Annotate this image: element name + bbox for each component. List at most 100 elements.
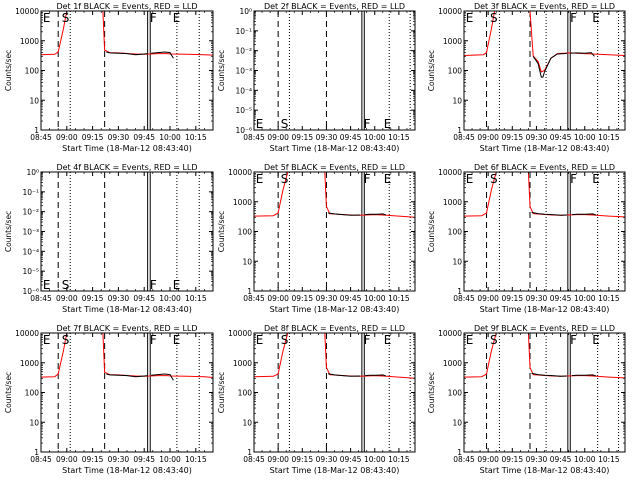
event-marker-label: S	[281, 117, 289, 131]
x-tick-label: 09:00	[267, 455, 289, 464]
y-tick-label: 1	[457, 287, 462, 296]
x-tick-label: 10:00	[364, 133, 386, 142]
events-series-line	[571, 374, 597, 377]
events-series-line	[531, 211, 568, 216]
event-marker-label: S	[62, 278, 70, 292]
event-marker-label: S	[281, 172, 289, 186]
y-tick-label: 100	[448, 389, 463, 398]
event-marker-label: E	[173, 278, 181, 292]
x-axis-label: Start Time (18-Mar-12 08:43:40)	[480, 144, 610, 153]
x-tick-label: 10:15	[185, 455, 207, 464]
y-tick-label: 10000	[438, 7, 462, 16]
x-tick-label: 09:15	[501, 294, 523, 303]
event-marker-label: E	[592, 172, 600, 186]
x-tick-label: 10:00	[159, 455, 181, 464]
y-tick-label: 1	[457, 126, 462, 135]
y-tick-label: 1	[457, 448, 462, 457]
x-tick-label: 09:15	[82, 455, 104, 464]
y-tick-label: 10	[29, 96, 39, 105]
y-tick-label: 10	[452, 96, 462, 105]
y-tick-label: 100	[25, 389, 40, 398]
panel-title: Det 2f BLACK = Events, RED = LLD	[264, 2, 405, 11]
reference-lines	[486, 333, 620, 452]
x-tick-label: 09:15	[291, 294, 313, 303]
y-axis-label: Counts/sec	[217, 50, 226, 91]
events-series-line	[531, 372, 568, 377]
y-tick-label: 10⁻¹	[235, 27, 252, 36]
x-tick-label: 09:15	[291, 455, 313, 464]
event-marker-label: E	[173, 333, 181, 347]
x-tick-label: 09:30	[316, 133, 338, 142]
event-marker-label: E	[592, 11, 600, 25]
event-marker-label: F	[364, 172, 371, 186]
y-tick-label: 10000	[228, 329, 252, 338]
x-tick-label: 09:15	[501, 133, 523, 142]
y-tick-label: 10	[452, 257, 462, 266]
y-tick-label: 10000	[15, 7, 39, 16]
y-tick-label: 1000	[20, 37, 39, 46]
y-tick-label: 10⁻³	[22, 228, 39, 237]
y-tick-label: 1000	[443, 198, 462, 207]
panel-title: Det 7f BLACK = Events, RED = LLD	[56, 324, 197, 333]
panel-title: Det 5f BLACK = Events, RED = LLD	[264, 163, 405, 172]
x-tick-label: 09:15	[501, 455, 523, 464]
x-tick-label: 10:00	[574, 294, 596, 303]
panel-title: Det 8f BLACK = Events, RED = LLD	[264, 324, 405, 333]
event-marker-label: E	[384, 172, 392, 186]
x-tick-label: 08:45	[453, 455, 475, 464]
x-tick-label: 10:15	[598, 455, 620, 464]
reference-lines	[277, 172, 411, 291]
x-tick-label: 09:45	[550, 133, 572, 142]
x-tick-label: 08:45	[243, 455, 265, 464]
x-tick-label: 09:30	[316, 455, 338, 464]
y-tick-label: 100	[448, 228, 463, 237]
x-tick-label: 09:30	[526, 294, 548, 303]
x-tick-label: 10:00	[574, 133, 596, 142]
x-axis-label: Start Time (18-Mar-12 08:43:40)	[480, 305, 610, 314]
y-tick-label: 10	[242, 418, 252, 427]
event-marker-label: E	[466, 172, 474, 186]
y-tick-label: 100	[238, 228, 253, 237]
event-marker-label: E	[256, 172, 264, 186]
reference-lines	[57, 333, 200, 452]
event-marker-label: E	[43, 333, 51, 347]
panel-title: Det 4f BLACK = Events, RED = LLD	[56, 163, 197, 172]
event-marker-label: E	[43, 11, 51, 25]
event-marker-label: F	[570, 333, 577, 347]
x-axis-label: Start Time (18-Mar-12 08:43:40)	[62, 144, 192, 153]
x-tick-label: 09:45	[133, 294, 155, 303]
data-series	[464, 172, 625, 218]
y-axis-label: Counts/sec	[4, 50, 13, 91]
panel-title: Det 6f BLACK = Events, RED = LLD	[474, 163, 615, 172]
events-series-line	[570, 52, 595, 57]
x-tick-label: 09:30	[108, 294, 130, 303]
event-marker-label: E	[384, 333, 392, 347]
event-marker-label: E	[173, 11, 181, 25]
reference-lines	[486, 11, 620, 130]
event-marker-label: E	[43, 278, 51, 292]
y-tick-label: 1000	[233, 198, 252, 207]
x-tick-label: 09:30	[316, 294, 338, 303]
x-tick-label: 10:15	[185, 294, 207, 303]
event-marker-label: F	[150, 11, 157, 25]
x-tick-label: 08:45	[30, 455, 52, 464]
x-axis-label: Start Time (18-Mar-12 08:43:40)	[62, 305, 192, 314]
lld-series-line	[41, 333, 213, 378]
x-axis-label: Start Time (18-Mar-12 08:43:40)	[480, 466, 610, 475]
event-marker-label: S	[490, 172, 498, 186]
x-tick-label: 10:00	[364, 455, 386, 464]
y-axis-label: Counts/sec	[217, 211, 226, 252]
y-tick-label: 1	[247, 448, 252, 457]
lld-series-line	[41, 11, 213, 56]
x-tick-label: 09:45	[340, 455, 362, 464]
x-tick-label: 09:15	[82, 294, 104, 303]
event-marker-label: F	[364, 117, 371, 131]
x-tick-label: 09:15	[291, 133, 313, 142]
y-tick-label: 1000	[443, 359, 462, 368]
x-tick-label: 08:45	[243, 133, 265, 142]
